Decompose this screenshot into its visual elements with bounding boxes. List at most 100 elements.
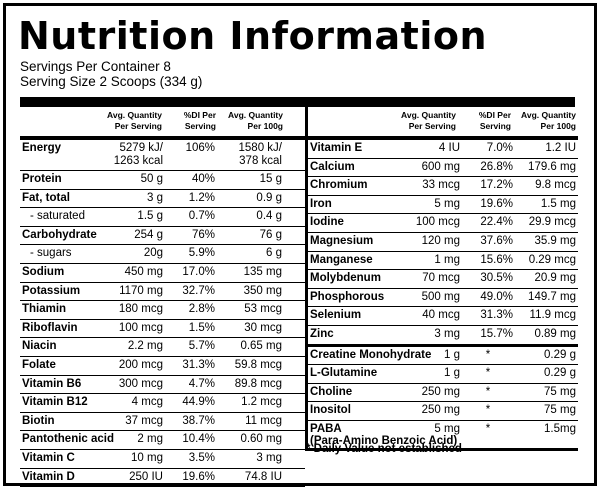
qty-per-serving: 450 mg [124, 265, 163, 278]
nutrient-row: Calcium 600 mg 26.8% 179.6 mg [308, 159, 578, 178]
qty-per-100g: 1.2 IU [545, 142, 576, 154]
qty-per-100g: 89.8 mcg [234, 377, 282, 390]
qty-per-100g: 179.6 mg [528, 160, 576, 173]
qty-per-100g: 15 g [259, 173, 282, 185]
qty-per-serving: 4 IU [438, 142, 460, 154]
nutrient-row: Sodium 450 mg 17.0% 135 mg [20, 264, 305, 283]
qty-per-100g: 9.8 mcg [535, 179, 576, 192]
nutrient-name: Sodium [22, 265, 65, 278]
qty-per-serving: 5279 kJ/ [119, 142, 163, 154]
di-per-serving: * [485, 385, 491, 398]
nutrient-name: Carbohydrate [22, 228, 97, 241]
nutrient-row: Zinc 3 mg 15.7% 0.89 mg [308, 326, 578, 347]
nutrient-row: Creatine Monohydrate 1 g * 0.29 g [308, 347, 578, 366]
nutrient-name: Creatine Monohydrate [310, 348, 432, 361]
di-per-serving: 26.8% [480, 160, 513, 173]
qty-per-serving: 40 mcg [422, 309, 460, 322]
qty-per-serving: 1 g [444, 348, 460, 361]
nutrient-name: Choline [310, 385, 353, 398]
di-per-serving: 49.0% [480, 290, 513, 303]
nutrient-row: Magnesium 120 mg 37.6% 35.9 mg [308, 233, 578, 252]
qty-per-100g: 0.60 mg [240, 433, 282, 446]
di-per-serving: 15.6% [480, 253, 513, 266]
nutrient-name: Vitamin C [22, 451, 75, 464]
qty-per-serving: 300 mcg [118, 377, 163, 390]
nutrient-row: Pantothenic acid 2 mg 10.4% 0.60 mg [20, 431, 305, 450]
nutrient-row: Vitamin C 10 mg 3.5% 3 mg [20, 450, 305, 469]
header-qty-per-serving: Avg. Quantity Per Serving [401, 110, 456, 131]
qty-per-serving: 37 mcg [125, 414, 163, 427]
nutrient-name: Vitamin D [22, 470, 75, 483]
nutrient-subtitle: (Para-Amino Benzoic Acid) [310, 434, 458, 447]
nutrient-row: L-Glutamine 1 g * 0.29 g [308, 365, 578, 384]
nutrient-row: Thiamin 180 mcg 2.8% 53 mcg [20, 301, 305, 320]
nutrient-name: Inositol [310, 404, 351, 417]
nutrient-name: Iron [310, 197, 332, 210]
qty-per-100g: 1580 kJ/ [238, 142, 282, 154]
qty-per-100g: 0.9 g [256, 191, 282, 204]
di-per-serving: 17.2% [480, 179, 513, 192]
di-per-serving: 30.5% [480, 272, 513, 285]
qty-per-serving: 180 mcg [118, 303, 163, 316]
nutrient-name: Chromium [310, 179, 368, 192]
nutrient-name: Magnesium [310, 234, 374, 247]
qty-per-100g: 75 mg [544, 404, 576, 417]
qty-per-100g: 0.4 g [256, 210, 282, 223]
nutrient-name: Zinc [310, 327, 334, 340]
di-per-serving: 31.3% [182, 358, 215, 371]
nutrient-row: Iron 5 mg 19.6% 1.5 mg [308, 196, 578, 215]
nutrient-row: Fat, total 3 g 1.2% 0.9 g [20, 190, 305, 209]
nutrient-name: Folate [22, 358, 56, 371]
qty-per-serving: 50 g [140, 173, 163, 185]
qty-per-serving: 2 mg [137, 433, 163, 446]
nutrient-row: Vitamin D 250 IU 19.6% 74.8 IU [20, 469, 305, 488]
qty-per-100g: 1.2 mcg [241, 396, 282, 409]
di-per-serving: * [485, 404, 491, 417]
di-per-serving: 22.4% [480, 216, 513, 229]
nutrient-name: Biotin [22, 414, 55, 427]
nutrient-name: Energy [22, 142, 61, 154]
di-per-serving: 19.6% [182, 470, 215, 483]
nutrient-name: Riboflavin [22, 321, 78, 334]
qty-per-100g: 20.9 mg [534, 272, 576, 285]
nutrient-name: Vitamin B12 [22, 396, 88, 409]
nutrient-name: PABA [310, 422, 342, 435]
qty-per-100g: 0.29 g [544, 367, 576, 380]
qty-per-serving: 500 mg [421, 290, 460, 303]
qty-per-100g: 378 kcal [239, 155, 282, 167]
qty-per-serving: 100 mcg [415, 216, 460, 229]
header-di-per-serving: %DI Per Serving [183, 110, 216, 131]
qty-per-serving: 1170 mg [119, 284, 163, 297]
qty-per-serving: 100 mcg [118, 321, 163, 334]
qty-per-100g: 59.8 mcg [234, 358, 282, 371]
serving-size: Serving Size 2 Scoops (334 g) [20, 74, 203, 89]
nutrient-row: Biotin 37 mcg 38.7% 11 mcg [20, 413, 305, 432]
qty-per-serving: 254 g [134, 228, 163, 241]
di-per-serving: 17.0% [182, 265, 215, 278]
di-per-serving: 106% [185, 142, 215, 154]
table-header: Avg. Quantity Per Serving %DI Per Serving … [20, 107, 305, 140]
qty-per-100g: 74.8 IU [244, 470, 282, 483]
nutrient-row: Vitamin B6 300 mcg 4.7% 89.8 mcg [20, 376, 305, 395]
qty-per-serving: 120 mg [421, 234, 460, 247]
nutrient-name: Calcium [310, 160, 355, 173]
qty-per-100g: 76 g [259, 228, 282, 241]
di-per-serving: * [485, 422, 491, 435]
qty-per-100g: 6 g [266, 247, 282, 260]
nutrient-row: Selenium 40 mcg 31.3% 11.9 mcg [308, 307, 578, 326]
di-per-serving: 15.7% [480, 327, 513, 340]
qty-per-serving: 600 mg [421, 160, 460, 173]
qty-per-100g: 0.29 g [544, 348, 576, 361]
nutrient-name: L-Glutamine [310, 367, 378, 380]
di-per-serving: 1.2% [188, 191, 215, 204]
qty-per-serving: 4 mcg [131, 396, 163, 409]
di-per-serving: 31.3% [480, 309, 513, 322]
qty-per-serving: 20g [143, 247, 163, 260]
nutrient-name: Fat, total [22, 191, 70, 204]
footnote: * Daily Value not established [306, 443, 462, 455]
qty-per-100g: 0.29 mcg [528, 253, 576, 266]
nutrient-name: Vitamin B6 [22, 377, 82, 390]
di-per-serving: 5.9% [188, 247, 215, 260]
nutrient-row: - sugars 20g 5.9% 6 g [20, 245, 305, 264]
di-per-serving: 40% [191, 173, 215, 185]
